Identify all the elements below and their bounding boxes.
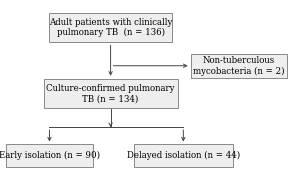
- Text: Culture-confirmed pulmonary
TB (n = 134): Culture-confirmed pulmonary TB (n = 134): [46, 84, 175, 103]
- FancyBboxPatch shape: [6, 144, 93, 167]
- FancyBboxPatch shape: [44, 79, 178, 108]
- FancyBboxPatch shape: [49, 13, 172, 42]
- Text: Early isolation (n = 90): Early isolation (n = 90): [0, 151, 100, 160]
- FancyBboxPatch shape: [191, 54, 287, 78]
- Text: Delayed isolation (n = 44): Delayed isolation (n = 44): [127, 151, 240, 160]
- FancyBboxPatch shape: [134, 144, 233, 167]
- Text: Non-tuberculous
mycobacteria (n = 2): Non-tuberculous mycobacteria (n = 2): [193, 56, 284, 76]
- Text: Adult patients with clinically
pulmonary TB  (n = 136): Adult patients with clinically pulmonary…: [49, 18, 172, 38]
